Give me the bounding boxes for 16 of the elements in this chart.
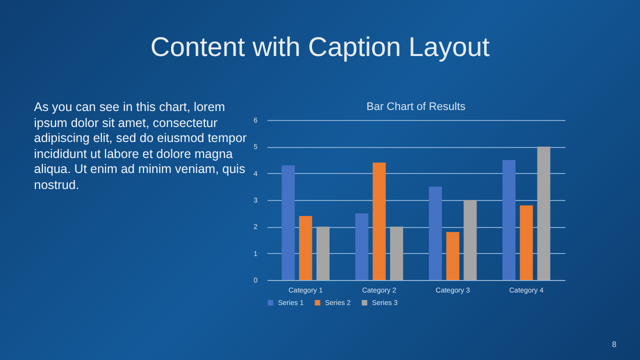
text: As you can see in this chart, lorem ipsum dolor sit amet, consectetur adipiscing elit, sed do eiusmod tempor incididunt ut labore et dolore magna aliqua. Ut enim ad minim veniam, quis nostrud.: [34, 100, 248, 193]
chart-title: Bar Chart of Results: [366, 101, 466, 113]
bar: [537, 146, 550, 280]
bar: [446, 232, 460, 280]
bar: [390, 226, 404, 280]
bar: [355, 213, 368, 280]
bar: [372, 162, 386, 280]
bar: [282, 165, 295, 280]
bar: [428, 186, 442, 280]
bar: [464, 200, 477, 280]
bar: [520, 205, 533, 280]
text: 8: [612, 340, 616, 349]
bar: [316, 226, 330, 280]
bar: [502, 160, 516, 280]
text: Content with Caption Layout: [149, 32, 491, 63]
bar: [299, 216, 312, 280]
